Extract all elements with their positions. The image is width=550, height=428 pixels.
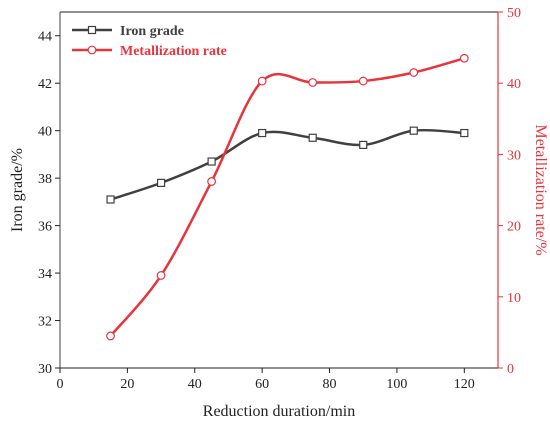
data-point-iron-grade [460, 128, 469, 138]
data-point-iron-grade [409, 126, 418, 135]
x-tick-label: 60 [255, 377, 269, 392]
data-point-iron-grade [308, 133, 317, 142]
legend-swatch-marker-iron-grade [87, 25, 97, 35]
y-right-tick-label: 30 [507, 148, 521, 163]
data-point-iron-grade [106, 195, 115, 204]
legend-label-metallization-rate: Metallization rate [120, 44, 227, 59]
series-line-metallization-rate [109, 57, 465, 337]
x-tick-label: 20 [120, 377, 134, 392]
x-tick-label: 100 [386, 377, 407, 392]
data-point-metallization-rate [308, 78, 318, 87]
x-tick-label: 0 [57, 377, 64, 392]
data-point-metallization-rate [459, 53, 469, 63]
data-point-metallization-rate [207, 177, 217, 186]
plot-frame [59, 11, 499, 369]
data-point-iron-grade [258, 128, 267, 138]
y-axis-right-title: Metallization rate/% [532, 124, 549, 255]
y-axis-right: 0 10 20 30 40 50 [498, 6, 521, 377]
y-left-tick-label: 36 [38, 220, 52, 235]
data-point-metallization-rate [156, 271, 166, 280]
y-right-tick-label: 0 [507, 362, 514, 377]
x-tick-label: 120 [454, 377, 475, 392]
y-right-tick-label: 20 [507, 220, 521, 235]
y-left-tick-label: 32 [38, 315, 52, 330]
x-axis-title: Reduction duration/min [203, 403, 355, 420]
y-axis-left-title: Iron grade/% [9, 148, 26, 232]
x-tick-label: 80 [323, 377, 337, 392]
x-axis: 0 20 40 60 80 100 120 [57, 368, 475, 392]
y-left-tick-label: 34 [38, 267, 52, 282]
y-right-tick-label: 50 [507, 6, 521, 21]
data-point-metallization-rate [106, 331, 115, 341]
x-tick-label: 40 [188, 377, 202, 392]
data-point-iron-grade [207, 157, 216, 166]
data-point-metallization-rate [358, 76, 368, 86]
data-point-metallization-rate [409, 68, 419, 77]
data-point-iron-grade [359, 140, 368, 150]
y-left-tick-label: 30 [38, 362, 52, 377]
series-line-iron-grade [110, 128, 465, 201]
y-right-tick-label: 40 [507, 77, 521, 92]
y-left-tick-label: 44 [38, 30, 52, 45]
y-left-tick-label: 40 [38, 125, 52, 140]
data-point-metallization-rate [257, 76, 267, 86]
y-left-tick-label: 38 [38, 172, 52, 187]
y-axis-left: 30 32 34 36 38 40 42 44 [38, 30, 60, 377]
series-layer [106, 53, 469, 341]
y-left-tick-label: 42 [38, 77, 52, 92]
data-point-iron-grade [156, 178, 166, 187]
legend: Iron grade Metallization rate [72, 24, 227, 59]
legend-label-iron-grade: Iron grade [120, 24, 184, 39]
y-right-tick-label: 10 [507, 291, 521, 306]
legend-swatch-marker-metallization-rate [87, 45, 97, 55]
